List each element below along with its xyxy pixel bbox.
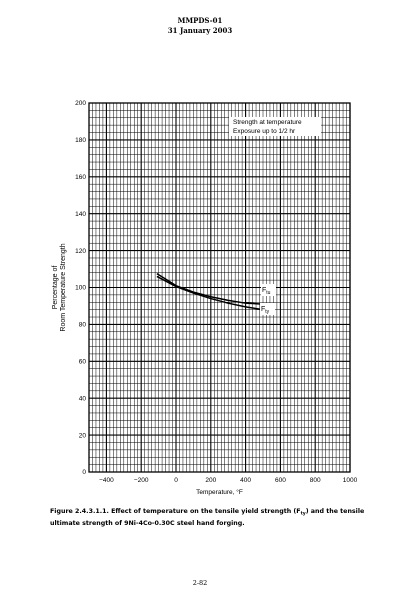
curve-ftu xyxy=(156,273,264,305)
tick-labels: −400 −200 0 200 400 600 800 1000 0 20 40 60 80 100 120… xyxy=(75,100,357,484)
y-axis-label-line-2: Room Temperature Strength xyxy=(60,243,67,331)
y-tick-label: 200 xyxy=(75,100,86,107)
curve-label-box xyxy=(260,303,275,315)
y-tick-label: 40 xyxy=(79,395,87,402)
curve-label-box xyxy=(261,284,276,296)
document-date: 31 January 2003 xyxy=(167,26,233,35)
major-grid xyxy=(88,102,351,473)
x-tick-label: 800 xyxy=(310,477,321,484)
caption-part-1: Figure 2.4.3.1.1. Effect of temperature … xyxy=(50,508,301,515)
y-tick-label: 160 xyxy=(75,174,86,181)
caption-part-2: ) and the tensile ultimate strength of 9… xyxy=(50,508,365,527)
x-tick-label: 600 xyxy=(275,477,286,484)
page-number: 2-82 xyxy=(192,579,208,587)
x-axis-label: Temperature, °F xyxy=(196,488,243,496)
plot-frame xyxy=(88,102,351,473)
y-tick-label: 180 xyxy=(75,137,86,144)
y-tick-label: 20 xyxy=(79,432,87,439)
curve-label-fty: Fty xyxy=(261,306,270,315)
chart-note-line-1: Strength at temperature xyxy=(233,119,302,126)
x-tick-label: 1000 xyxy=(343,477,358,484)
figure-caption: Figure 2.4.3.1.1. Effect of temperature … xyxy=(50,507,370,528)
curve-labels: Ftu Fty xyxy=(260,284,276,315)
y-tick-label: 0 xyxy=(82,469,86,476)
curve-label-ftu: Ftu xyxy=(262,287,271,296)
chart-note-line-2: Exposure up to 1/2 hr xyxy=(233,128,296,135)
y-tick-label: 60 xyxy=(79,359,87,366)
curve-fty xyxy=(156,275,264,311)
x-tick-label: 200 xyxy=(205,477,216,484)
y-tick-label: 80 xyxy=(79,322,87,329)
y-tick-label: 140 xyxy=(75,211,86,218)
data-curves xyxy=(156,273,264,311)
y-tick-label: 100 xyxy=(75,285,86,292)
document-id: MMPDS-01 xyxy=(177,16,223,25)
y-axis-label-line-1: Percentage of xyxy=(52,266,59,310)
note-box xyxy=(229,117,321,136)
y-tick-label: 120 xyxy=(75,248,86,255)
caption-subscript: ty xyxy=(300,511,306,517)
x-tick-label: −200 xyxy=(134,477,149,484)
x-tick-label: 400 xyxy=(240,477,251,484)
x-tick-label: −400 xyxy=(99,477,114,484)
x-tick-label: 0 xyxy=(174,477,178,484)
